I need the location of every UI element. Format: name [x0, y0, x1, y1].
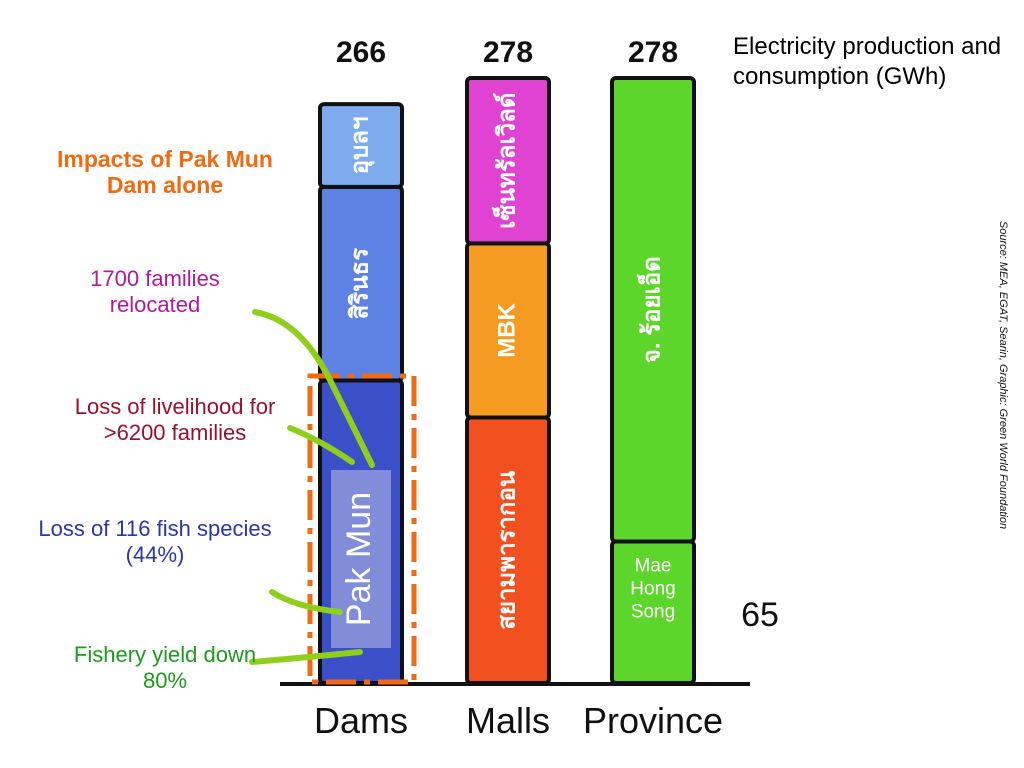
segment-label: สิรินธร — [346, 248, 373, 320]
value-label: 65 — [741, 596, 779, 634]
leader-line — [287, 425, 355, 465]
segment-label: Mae Hong Song — [630, 556, 675, 623]
total-label: 278 — [483, 36, 533, 69]
total-label: 278 — [628, 36, 678, 69]
annotation: 1700 families relocated — [90, 266, 220, 317]
segment-label: Pak Mun — [340, 492, 378, 626]
chart-title: Electricity production and consumption (… — [733, 33, 1002, 90]
leader-line — [249, 649, 363, 665]
segment-label: สยามพารากอน — [493, 470, 520, 630]
bar-segment — [610, 76, 696, 544]
annotation: Loss of 116 fish species (44%) — [38, 516, 272, 567]
highlight-box — [307, 373, 417, 685]
label-box — [331, 470, 391, 648]
segment-label: เซ็นทรัลเวิลด์ — [491, 93, 520, 229]
leader-line — [269, 589, 343, 615]
total-label: 266 — [336, 36, 386, 69]
annotation: Loss of livelihood for >6200 families — [74, 394, 276, 445]
source: Source: MEA, EGAT, Searin, Graphic: Gree… — [997, 221, 1009, 529]
annotation: Fishery yield down 80% — [73, 642, 257, 693]
x-tick-label: Province — [583, 700, 723, 741]
bar-segment — [465, 76, 551, 246]
label-line: Hong — [630, 579, 675, 600]
segment-label: MBK — [493, 302, 520, 357]
x-tick-label: Malls — [466, 700, 550, 741]
segment-label: จ. ร้อยเอ็ด — [636, 256, 665, 363]
x-tick-label: Dams — [314, 700, 408, 741]
segment-label: อุบลฯ — [346, 117, 375, 175]
label-line: Mae — [635, 556, 672, 577]
subtitle: Impacts of Pak Mun Dam alone — [57, 146, 273, 198]
leader-line — [252, 309, 375, 468]
bar-segment — [318, 102, 404, 189]
label-line: Song — [631, 602, 675, 623]
